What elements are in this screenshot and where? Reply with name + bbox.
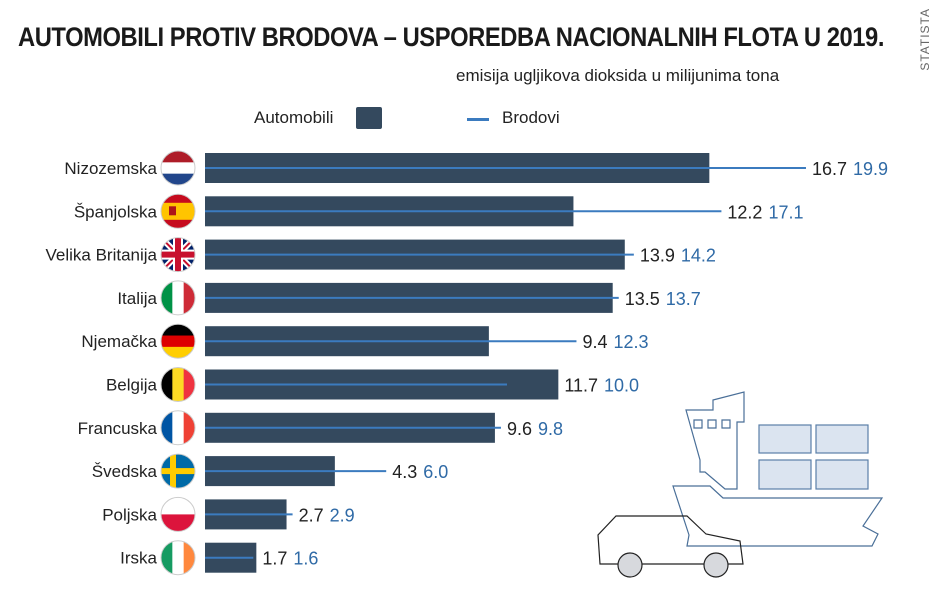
flag-spain-icon xyxy=(161,194,195,229)
flag-border xyxy=(160,280,196,316)
category-label: Njemačka xyxy=(81,332,157,351)
car-value-label: 2.7 xyxy=(299,505,324,525)
flag-border xyxy=(160,367,196,402)
chart-title: AUTOMOBILI PROTIV BRODOVA – USPOREDBA NA… xyxy=(18,22,884,52)
flag-border xyxy=(160,323,196,359)
flag-border xyxy=(160,150,196,186)
ship-value-label: 1.6 xyxy=(293,549,318,569)
flag-border xyxy=(160,496,196,532)
ship-value-label: 10.0 xyxy=(604,376,639,396)
car-value-label: 13.5 xyxy=(625,289,660,309)
category-label: Irska xyxy=(120,549,157,568)
car-value-label: 13.9 xyxy=(640,246,675,266)
flag-belgium-icon xyxy=(161,367,195,402)
value-labels: 9.6 9.8 xyxy=(507,419,563,439)
legend-ships-swatch xyxy=(467,118,489,121)
category-label: Velika Britanija xyxy=(45,246,157,265)
flag-border xyxy=(160,237,196,273)
value-labels: 12.2 17.1 xyxy=(727,202,803,222)
car-value-label: 11.7 xyxy=(564,376,598,396)
car-value-label: 1.7 xyxy=(262,549,287,569)
value-labels: 1.7 1.6 xyxy=(262,549,318,569)
flag-poland-icon xyxy=(161,497,195,532)
category-label: Francuska xyxy=(78,419,158,438)
flag-france-icon xyxy=(161,410,195,445)
flag-border xyxy=(160,410,196,446)
category-label: Belgija xyxy=(106,376,158,395)
ship-value-label: 12.3 xyxy=(613,332,648,352)
car-value-label: 9.6 xyxy=(507,419,532,439)
ship-car-illustration xyxy=(597,391,884,578)
ship-value-label: 14.2 xyxy=(681,246,716,266)
category-label: Španjolska xyxy=(74,202,158,221)
ship-value-label: 13.7 xyxy=(666,289,701,309)
ship-value-label: 9.8 xyxy=(538,419,563,439)
flag-ireland-icon xyxy=(161,540,195,575)
car-value-label: 9.4 xyxy=(582,332,607,352)
ship-value-label: 6.0 xyxy=(423,462,448,482)
value-labels: 16.7 19.9 xyxy=(812,159,888,179)
category-label: Italija xyxy=(117,289,157,308)
car-value-label: 12.2 xyxy=(727,202,762,222)
legend-cars-swatch xyxy=(356,107,382,129)
flag-border xyxy=(160,453,196,489)
legend-ships-label: Brodovi xyxy=(502,108,560,127)
flag-italy-icon xyxy=(161,280,195,315)
category-label: Poljska xyxy=(102,505,157,524)
value-labels: 13.9 14.2 xyxy=(640,246,716,266)
ship-value-label: 19.9 xyxy=(853,159,888,179)
value-labels: 11.7 10.0 xyxy=(564,376,639,396)
car-value-label: 4.3 xyxy=(392,462,417,482)
value-labels: 9.4 12.3 xyxy=(582,332,648,352)
category-label: Nizozemska xyxy=(64,159,157,178)
value-labels: 2.7 2.9 xyxy=(299,505,355,525)
flag-germany-icon xyxy=(161,324,195,359)
flag-uk-icon xyxy=(161,237,195,272)
ship-value-label: 17.1 xyxy=(768,202,803,222)
chart-subtitle: emisija ugljikova dioksida u milijunima … xyxy=(456,66,780,85)
car-value-label: 16.7 xyxy=(812,159,847,179)
ship-value-label: 2.9 xyxy=(330,505,355,525)
category-label: Švedska xyxy=(92,462,158,481)
flag-border xyxy=(160,193,196,229)
flag-sweden-icon xyxy=(161,454,195,489)
value-labels: 4.3 6.0 xyxy=(392,462,448,482)
flag-netherlands-icon xyxy=(161,151,195,185)
value-labels: 13.5 13.7 xyxy=(625,289,701,309)
flag-border xyxy=(160,540,196,576)
legend-cars-label: Automobili xyxy=(254,108,334,127)
